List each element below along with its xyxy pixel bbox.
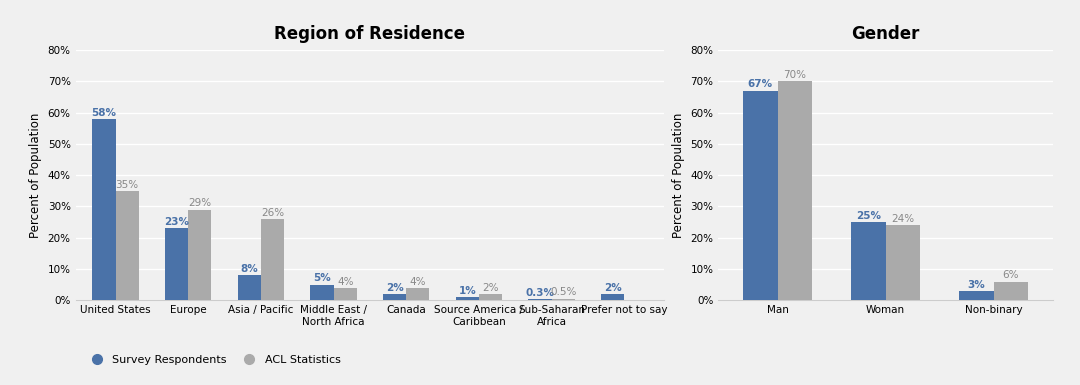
Bar (959, 291, 994, 300)
Text: 24%: 24% (891, 214, 915, 224)
Text: 25%: 25% (855, 211, 881, 221)
Text: 0.3%: 0.3% (526, 288, 554, 298)
Text: 35%: 35% (116, 179, 138, 189)
Bar (478, 294, 502, 300)
Text: 2%: 2% (483, 283, 499, 293)
Bar (261, 219, 284, 300)
Text: 8%: 8% (241, 264, 258, 274)
Title: Gender: Gender (851, 25, 920, 43)
Text: 0.5%: 0.5% (550, 288, 577, 298)
Bar (851, 222, 886, 300)
Bar (552, 299, 575, 300)
Text: 4%: 4% (409, 276, 427, 286)
Text: 2%: 2% (386, 283, 404, 293)
Bar (886, 225, 920, 300)
Text: 3%: 3% (968, 280, 985, 290)
Bar (383, 294, 406, 300)
Bar (310, 285, 334, 300)
Y-axis label: Percent of Population: Percent of Population (29, 112, 42, 238)
Text: 5%: 5% (313, 273, 330, 283)
Bar (406, 288, 430, 300)
Text: 6%: 6% (1002, 270, 1020, 280)
Bar (334, 288, 356, 300)
Text: 2%: 2% (604, 283, 621, 293)
Text: 23%: 23% (164, 217, 189, 227)
Text: 67%: 67% (747, 79, 773, 89)
Bar (743, 91, 778, 300)
Bar (165, 228, 188, 300)
Text: 4%: 4% (337, 276, 353, 286)
Text: 70%: 70% (783, 70, 807, 80)
Title: Region of Residence: Region of Residence (274, 25, 465, 43)
Bar (456, 297, 478, 300)
Bar (994, 281, 1028, 300)
Bar (238, 275, 261, 300)
Bar (188, 209, 212, 300)
Text: 29%: 29% (188, 198, 212, 208)
Bar (778, 81, 812, 300)
Text: 26%: 26% (261, 208, 284, 218)
Bar (116, 191, 139, 300)
Text: 58%: 58% (92, 108, 117, 118)
Legend: Survey Respondents, ACL Statistics: Survey Respondents, ACL Statistics (81, 351, 345, 370)
Bar (600, 294, 624, 300)
Text: 1%: 1% (458, 286, 476, 296)
Bar (92, 119, 116, 300)
Y-axis label: Percent of Population: Percent of Population (672, 112, 685, 238)
